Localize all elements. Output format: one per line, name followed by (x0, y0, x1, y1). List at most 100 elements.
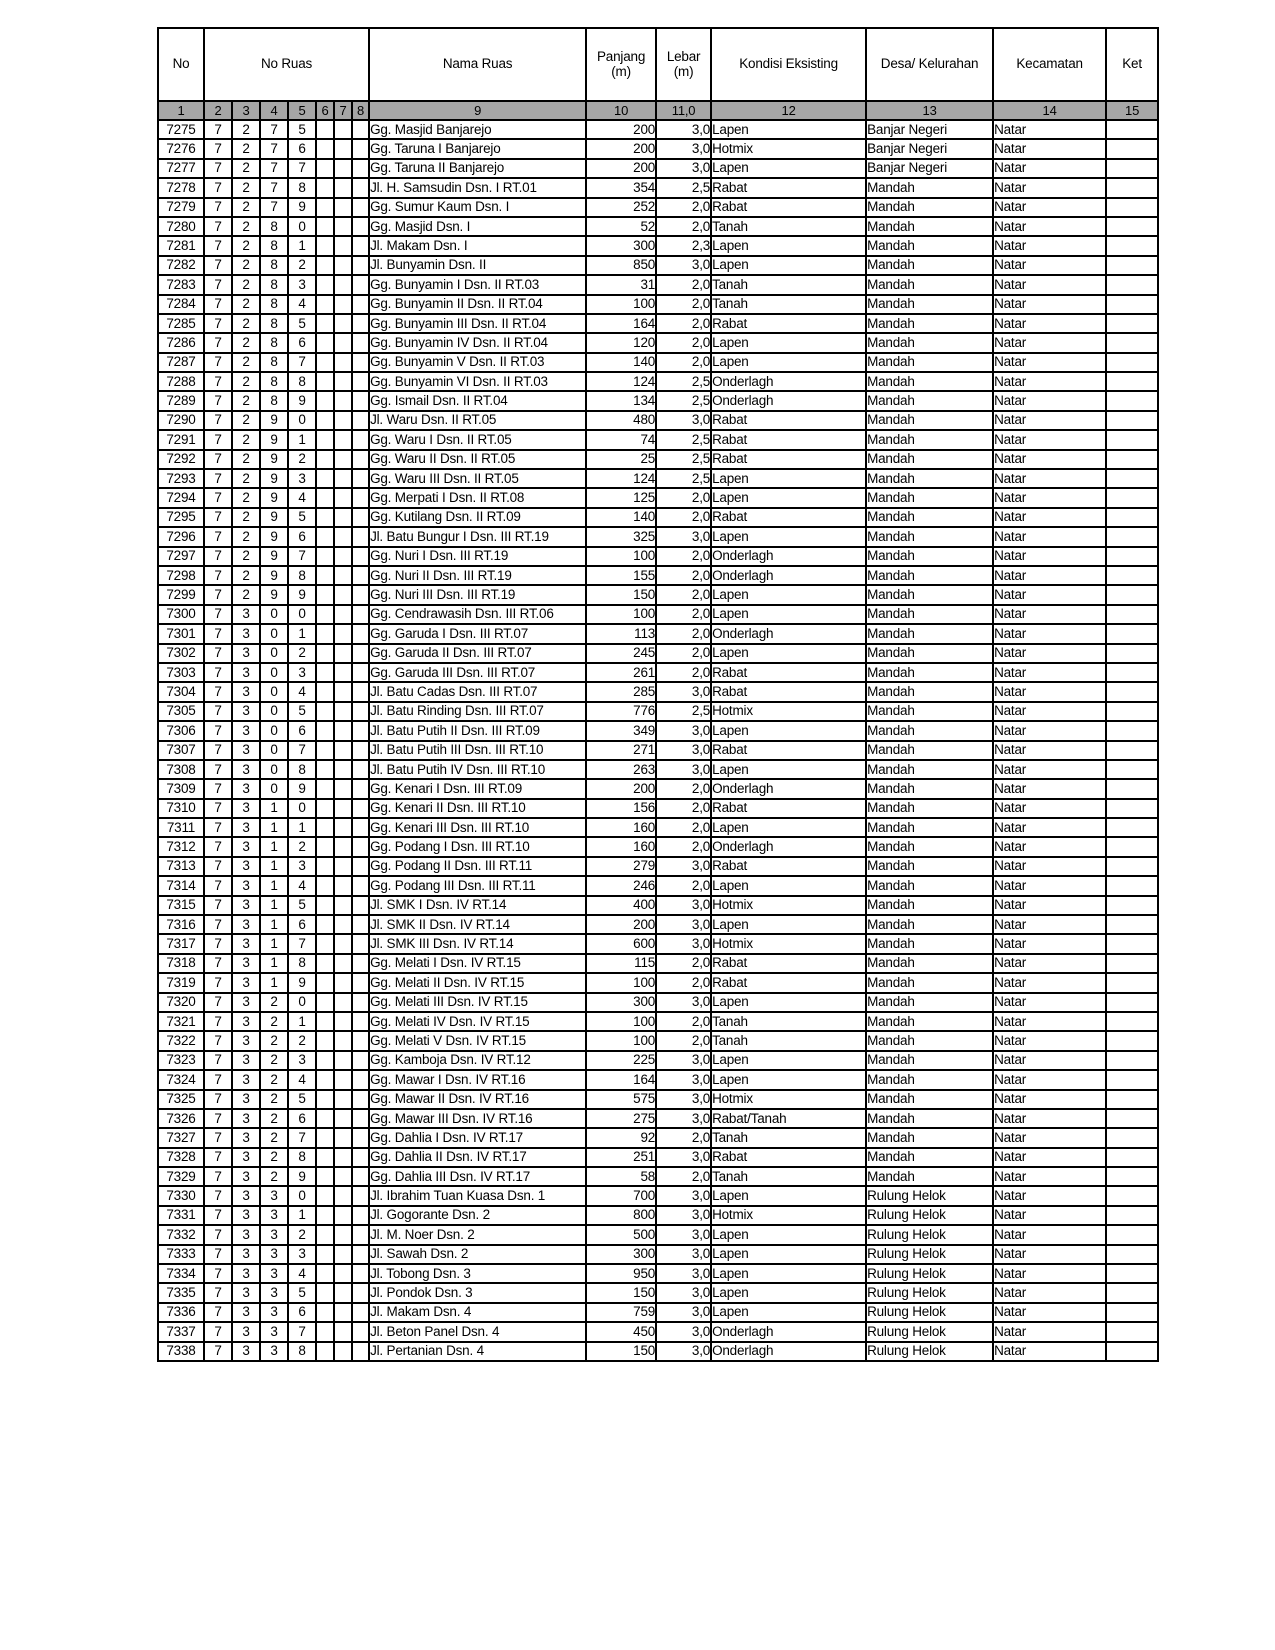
width-cell: 2,5 (655, 429, 713, 451)
road-name-cell: Gg. Garuda III Dsn. III RT.07 (368, 661, 588, 684)
row-number-cell: 7325 (157, 1088, 205, 1110)
ruas-digit-cell: 7 (287, 1321, 317, 1343)
village-cell: Mandah (865, 293, 995, 315)
width-cell: 2,0 (655, 661, 713, 684)
width-cell: 2,0 (655, 487, 713, 509)
village-cell: Banjar Negeri (865, 118, 995, 141)
ruas-digit-empty-cell (350, 700, 371, 723)
village-cell: Mandah (865, 564, 995, 587)
ruas-digit-empty-cell (333, 700, 353, 723)
length-cell: 25 (585, 448, 658, 471)
ruas-digit-cell: 2 (231, 157, 261, 180)
ruas-digit-empty-cell (350, 487, 371, 509)
remark-cell (1105, 817, 1160, 839)
ruas-digit-empty-cell (315, 506, 335, 529)
ruas-digit-cell: 0 (259, 603, 289, 626)
ruas-digit-empty-cell (315, 720, 335, 742)
ruas-digit-cell: 1 (259, 933, 289, 955)
road-name-cell: Gg. Nuri II Dsn. III RT.19 (368, 564, 588, 587)
ruas-digit-cell: 7 (287, 157, 317, 180)
length-cell: 354 (585, 177, 658, 199)
remark-cell (1105, 1010, 1160, 1033)
district-cell: Natar (992, 1224, 1108, 1246)
remark-cell (1105, 564, 1160, 587)
ruas-digit-cell: 3 (287, 274, 317, 296)
length-cell: 271 (585, 739, 658, 761)
table-row: 7298 7 2 9 8 Gg. Nuri II Dsn. III RT.19 155 2,0… (157, 564, 1160, 587)
row-number-cell: 7322 (157, 1030, 205, 1052)
width-cell: 3,0 (655, 681, 713, 703)
table-row: 7325 7 3 2 5 Gg. Mawar II Dsn. IV RT.16 575 3,0… (157, 1088, 1160, 1110)
width-cell: 3,0 (655, 739, 713, 761)
ruas-digit-empty-cell (333, 157, 353, 180)
village-cell: Mandah (865, 1146, 995, 1169)
table-row: 7334 7 3 3 4 Jl. Tobong Dsn. 3 950 3,0 Lapen Rulu… (157, 1263, 1160, 1285)
table-row: 7300 7 3 0 0 Gg. Cendrawasih Dsn. III RT.06 10… (157, 603, 1160, 626)
ruas-digit-empty-cell (315, 215, 335, 238)
column-number: 4 (259, 100, 289, 121)
district-cell: Natar (992, 196, 1108, 218)
ruas-digit-empty-cell (315, 623, 335, 645)
ruas-digit-empty-cell (350, 526, 371, 548)
ruas-digit-cell: 7 (259, 118, 289, 141)
ruas-digit-empty-cell (315, 332, 335, 354)
road-name-cell: Gg. Sumur Kaum Dsn. I (368, 196, 588, 218)
ruas-digit-cell: 3 (231, 681, 261, 703)
width-cell: 2,0 (655, 196, 713, 218)
length-cell: 150 (585, 1282, 658, 1304)
ruas-digit-empty-cell (350, 1088, 371, 1110)
remark-cell (1105, 1204, 1160, 1227)
remark-cell (1105, 681, 1160, 703)
length-cell: 200 (585, 157, 658, 180)
width-cell: 2,0 (655, 312, 713, 335)
ruas-digit-empty-cell (350, 1263, 371, 1285)
road-name-cell: Jl. Batu Putih II Dsn. III RT.09 (368, 720, 588, 742)
ruas-digit-cell: 7 (203, 254, 233, 277)
village-cell: Mandah (865, 584, 995, 606)
ruas-digit-cell: 8 (259, 274, 289, 296)
ruas-digit-cell: 7 (203, 952, 233, 975)
ruas-digit-cell: 7 (203, 564, 233, 587)
row-number-cell: 7286 (157, 332, 205, 354)
ruas-digit-cell: 7 (203, 1243, 233, 1266)
length-cell: 164 (585, 312, 658, 335)
ruas-digit-empty-cell (315, 390, 335, 412)
ruas-digit-cell: 3 (231, 1107, 261, 1130)
condition-cell: Lapen (710, 468, 868, 490)
row-number-cell: 7293 (157, 468, 205, 490)
ruas-digit-cell: 3 (231, 952, 261, 975)
condition-cell: Lapen (710, 157, 868, 180)
width-cell: 3,0 (655, 894, 713, 917)
column-number: 11,0 (655, 100, 713, 121)
width-cell: 2,0 (655, 972, 713, 994)
ruas-digit-cell: 7 (287, 933, 317, 955)
village-cell: Rulung Helok (865, 1263, 995, 1285)
row-number-cell: 7331 (157, 1204, 205, 1227)
table-row: 7331 7 3 3 1 Jl. Gogorante Dsn. 2 800 3,0 Hotmix… (157, 1204, 1160, 1227)
district-cell: Natar (992, 1166, 1108, 1188)
remark-cell (1105, 700, 1160, 723)
row-number-cell: 7294 (157, 487, 205, 509)
condition-cell: Lapen (710, 642, 868, 664)
col-header-desa: Desa/ Kelurahan (865, 27, 995, 102)
road-name-cell: Jl. Makam Dsn. I (368, 235, 588, 257)
condition-cell: Lapen (710, 991, 868, 1013)
ruas-digit-empty-cell (315, 1166, 335, 1188)
ruas-digit-cell: 0 (259, 778, 289, 800)
row-number-cell: 7300 (157, 603, 205, 626)
ruas-digit-cell: 4 (287, 1069, 317, 1091)
table-row: 7336 7 3 3 6 Jl. Makam Dsn. 4 759 3,0 Lapen Rulun… (157, 1301, 1160, 1324)
length-cell: 500 (585, 1224, 658, 1246)
width-cell: 3,0 (655, 157, 713, 180)
width-cell: 2,0 (655, 1127, 713, 1149)
ruas-digit-empty-cell (350, 177, 371, 199)
width-cell: 2,5 (655, 468, 713, 490)
length-cell: 74 (585, 429, 658, 451)
ruas-digit-cell: 6 (287, 1107, 317, 1130)
condition-cell: Onderlagh (710, 390, 868, 412)
length-cell: 950 (585, 1263, 658, 1285)
village-cell: Mandah (865, 661, 995, 684)
table-row: 7317 7 3 1 7 Jl. SMK III Dsn. IV RT.14 600 3,0 H… (157, 933, 1160, 955)
village-cell: Mandah (865, 991, 995, 1013)
road-name-cell: Gg. Melati IV Dsn. IV RT.15 (368, 1010, 588, 1033)
